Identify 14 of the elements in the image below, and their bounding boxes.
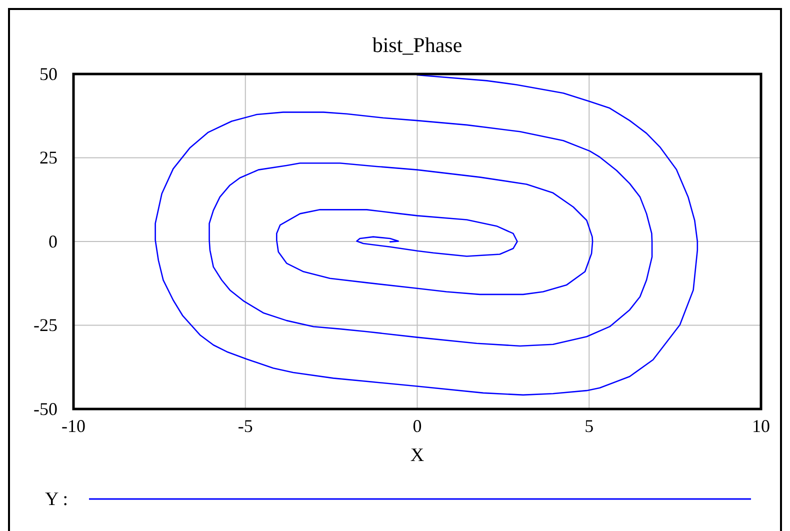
x-tick-label: 10	[752, 416, 770, 436]
y-tick-label: 0	[48, 231, 58, 252]
x-tick-label: 0	[412, 416, 422, 436]
chart-title: bist_Phase	[372, 33, 462, 57]
y-tick-label: 50	[40, 64, 58, 84]
x-axis-title: X	[410, 445, 424, 466]
y-tick-label: -50	[34, 398, 58, 419]
x-tick-label: -5	[238, 416, 253, 436]
y-tick-label: -25	[34, 315, 58, 336]
line-series	[154, 74, 698, 396]
x-tick-label: -10	[62, 416, 86, 436]
x-tick-label: 5	[584, 416, 594, 436]
y-tick-label: 25	[40, 148, 58, 168]
text: Y :	[45, 489, 68, 510]
